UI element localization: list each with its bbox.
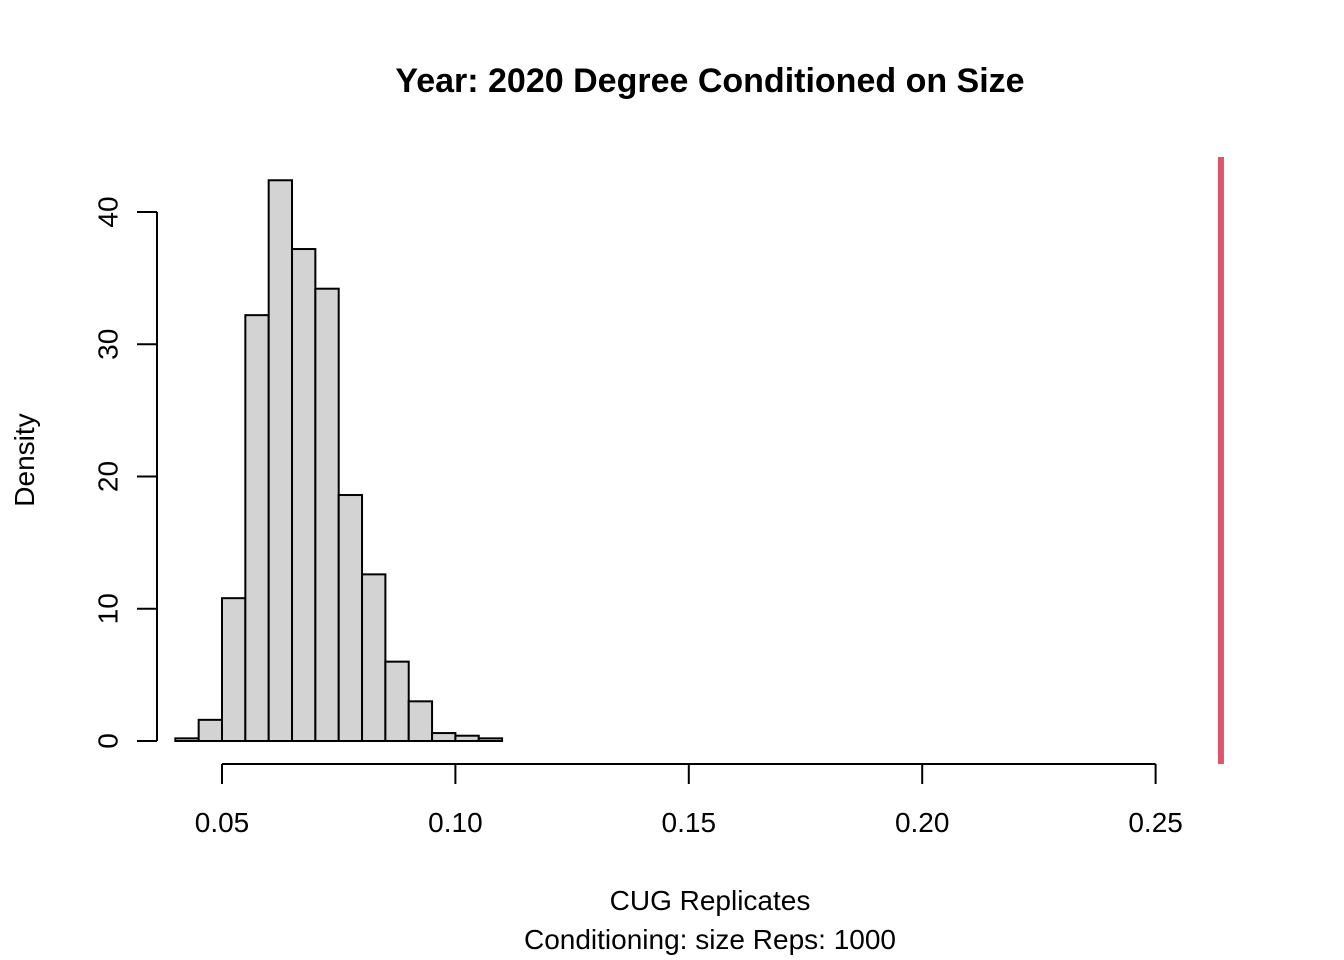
x-axis: 0.05 0.10 0.15 0.20 0.25 bbox=[195, 763, 1183, 838]
histogram-bar bbox=[407, 700, 434, 743]
x-tick-label: 0.15 bbox=[662, 807, 717, 838]
y-tick-label: 20 bbox=[92, 461, 123, 492]
y-tick-label: 40 bbox=[92, 196, 123, 227]
histogram-bar bbox=[221, 597, 247, 742]
y-axis: 0 10 20 30 40 bbox=[92, 196, 158, 749]
y-tick-label: 10 bbox=[92, 593, 123, 624]
histogram-bar bbox=[384, 660, 410, 743]
bars-layer bbox=[174, 179, 504, 743]
x-axis-subtitle: Conditioning: size Reps: 1000 bbox=[524, 924, 896, 955]
x-tick-label: 0.10 bbox=[428, 807, 483, 838]
x-tick-label: 0.25 bbox=[1128, 807, 1183, 838]
y-axis-label: Density bbox=[9, 413, 40, 506]
histogram-bar bbox=[454, 734, 480, 743]
chart-title: Year: 2020 Degree Conditioned on Size bbox=[395, 62, 1024, 100]
histogram-bar bbox=[431, 732, 457, 743]
histogram-bar bbox=[477, 737, 504, 742]
y-tick-label: 0 bbox=[92, 733, 123, 749]
histogram-bar bbox=[244, 314, 270, 742]
histogram-bar bbox=[174, 737, 200, 742]
histogram-bar bbox=[361, 573, 387, 742]
x-tick-label: 0.05 bbox=[195, 807, 250, 838]
x-tick-label: 0.20 bbox=[895, 807, 950, 838]
x-axis-label: CUG Replicates bbox=[610, 885, 811, 916]
histogram-bar bbox=[314, 287, 340, 742]
histogram-bar bbox=[197, 718, 224, 743]
y-tick-label: 30 bbox=[92, 329, 123, 360]
histogram-bar bbox=[291, 248, 317, 742]
histogram-bar bbox=[267, 179, 294, 742]
histogram-bar bbox=[337, 494, 364, 743]
